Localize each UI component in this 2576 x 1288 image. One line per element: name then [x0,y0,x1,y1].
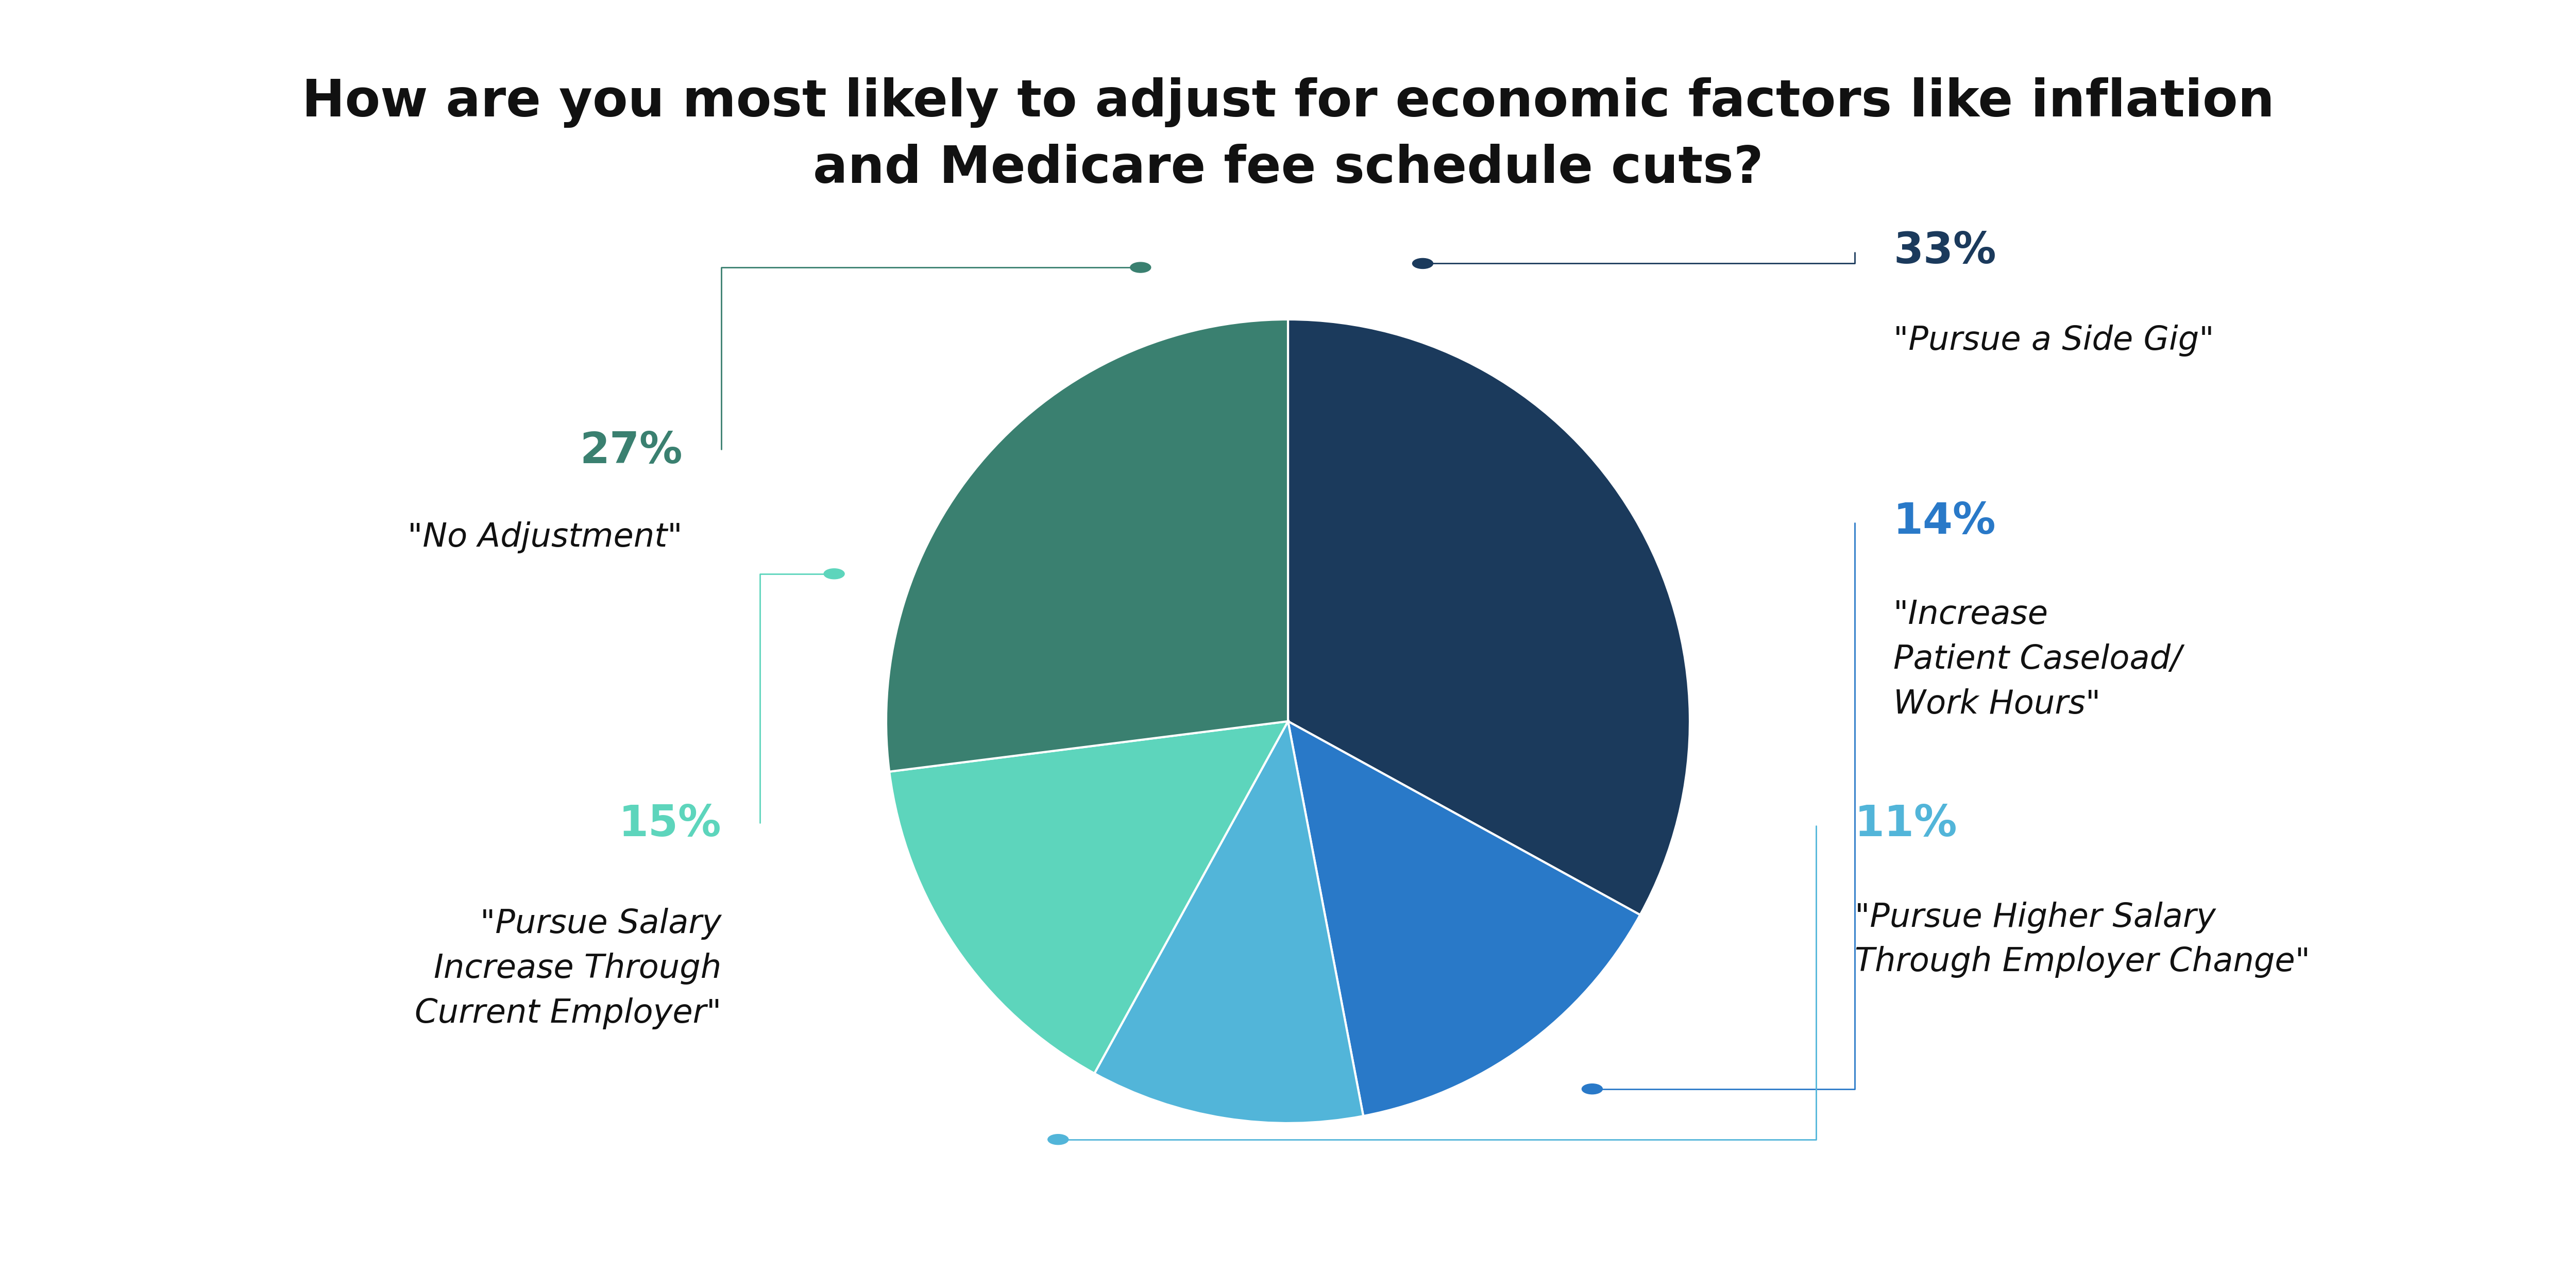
Wedge shape [886,319,1288,772]
Text: 27%: 27% [580,430,683,471]
Text: "Pursue Salary
Increase Through
Current Employer": "Pursue Salary Increase Through Current … [415,908,721,1029]
Text: "No Adjustment": "No Adjustment" [407,522,683,554]
Wedge shape [1288,721,1641,1115]
Wedge shape [1288,319,1690,914]
Text: "Pursue Higher Salary
Through Employer Change": "Pursue Higher Salary Through Employer C… [1855,902,2311,978]
Wedge shape [889,721,1288,1073]
Text: 33%: 33% [1893,231,1996,272]
Text: 11%: 11% [1855,804,1958,845]
Text: How are you most likely to adjust for economic factors like inflation
and Medica: How are you most likely to adjust for ec… [301,77,2275,193]
Wedge shape [1095,721,1363,1123]
Text: "Increase
Patient Caseload/
Work Hours": "Increase Patient Caseload/ Work Hours" [1893,599,2182,720]
Text: "Pursue a Side Gig": "Pursue a Side Gig" [1893,325,2215,357]
Text: 14%: 14% [1893,501,1996,542]
Text: 15%: 15% [618,804,721,845]
